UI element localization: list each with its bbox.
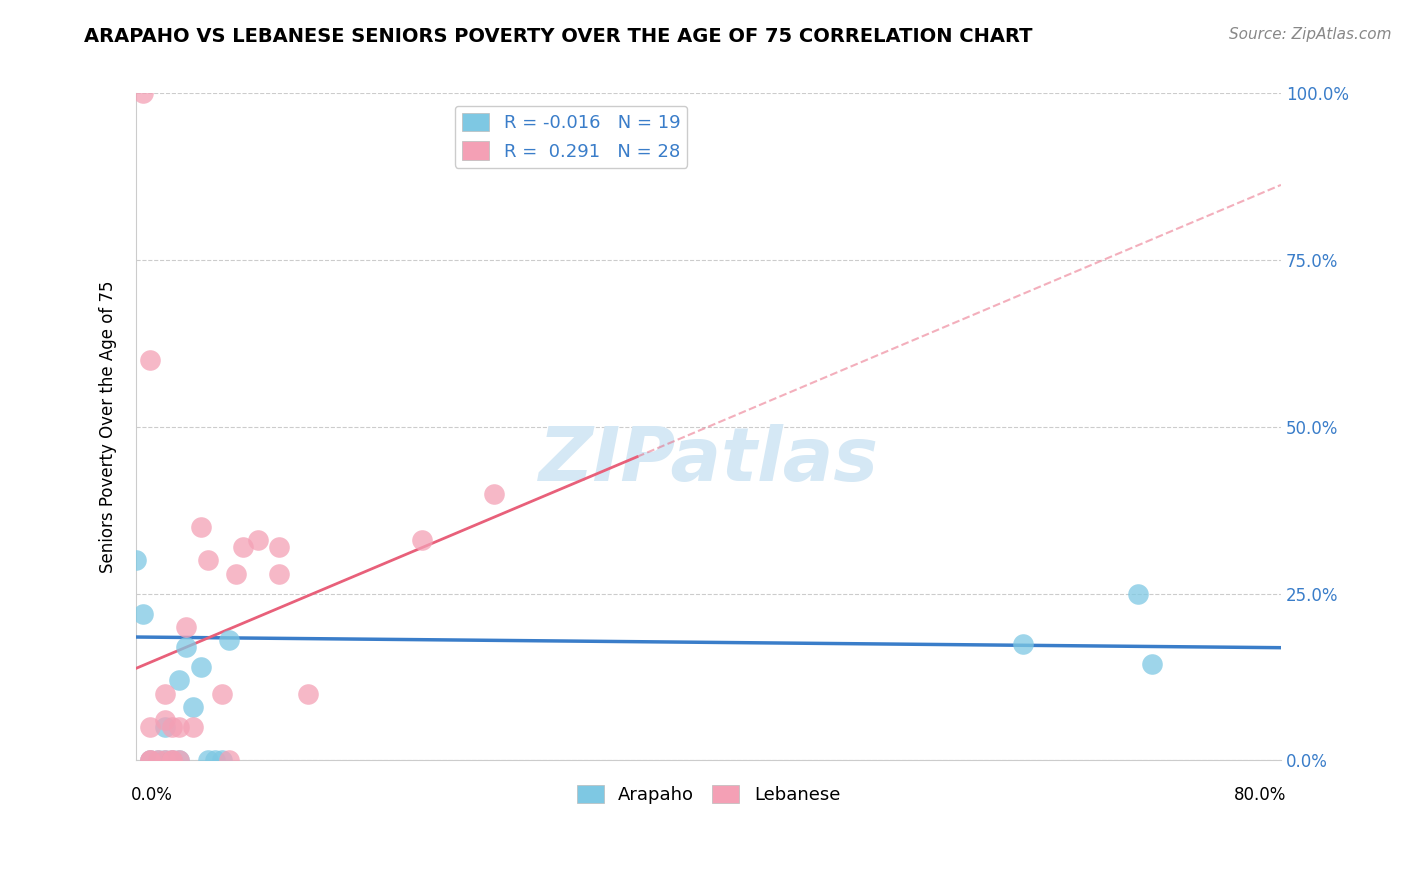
Text: ARAPAHO VS LEBANESE SENIORS POVERTY OVER THE AGE OF 75 CORRELATION CHART: ARAPAHO VS LEBANESE SENIORS POVERTY OVER…	[84, 27, 1033, 45]
Point	[153, 720, 176, 734]
Point	[146, 753, 169, 767]
Point	[132, 87, 155, 101]
Point	[153, 687, 176, 701]
Point	[204, 753, 226, 767]
Text: 80.0%: 80.0%	[1234, 787, 1286, 805]
Point	[190, 660, 212, 674]
Point	[160, 753, 183, 767]
Point	[153, 753, 176, 767]
Point	[218, 753, 240, 767]
Point	[139, 353, 162, 368]
Point	[174, 620, 197, 634]
Point	[190, 520, 212, 534]
Legend: R = -0.016   N = 19, R =  0.291   N = 28: R = -0.016 N = 19, R = 0.291 N = 28	[456, 106, 688, 168]
Point	[132, 607, 155, 621]
Point	[139, 720, 162, 734]
Point	[411, 533, 433, 548]
Point	[1140, 657, 1163, 671]
Point	[167, 720, 190, 734]
Point	[160, 753, 183, 767]
Text: Source: ZipAtlas.com: Source: ZipAtlas.com	[1229, 27, 1392, 42]
Point	[160, 720, 183, 734]
Point	[269, 566, 291, 581]
Point	[125, 553, 148, 567]
Point	[482, 486, 505, 500]
Point	[139, 753, 162, 767]
Point	[183, 720, 205, 734]
Point	[197, 553, 219, 567]
Point	[246, 533, 269, 548]
Point	[232, 540, 254, 554]
Point	[183, 700, 205, 714]
Point	[139, 753, 162, 767]
Text: ZIPatlas: ZIPatlas	[538, 424, 879, 497]
Point	[269, 540, 291, 554]
Point	[139, 753, 162, 767]
Point	[160, 753, 183, 767]
Point	[218, 633, 240, 648]
Point	[225, 566, 247, 581]
Point	[167, 753, 190, 767]
Point	[197, 753, 219, 767]
Point	[297, 687, 319, 701]
Point	[153, 714, 176, 728]
Point	[211, 753, 233, 767]
Point	[167, 673, 190, 688]
Point	[174, 640, 197, 654]
Point	[1126, 587, 1149, 601]
Point	[1012, 637, 1035, 651]
Text: 0.0%: 0.0%	[131, 787, 173, 805]
Y-axis label: Seniors Poverty Over the Age of 75: Seniors Poverty Over the Age of 75	[100, 281, 117, 574]
Point	[167, 753, 190, 767]
Point	[211, 687, 233, 701]
Point	[153, 753, 176, 767]
Point	[146, 753, 169, 767]
